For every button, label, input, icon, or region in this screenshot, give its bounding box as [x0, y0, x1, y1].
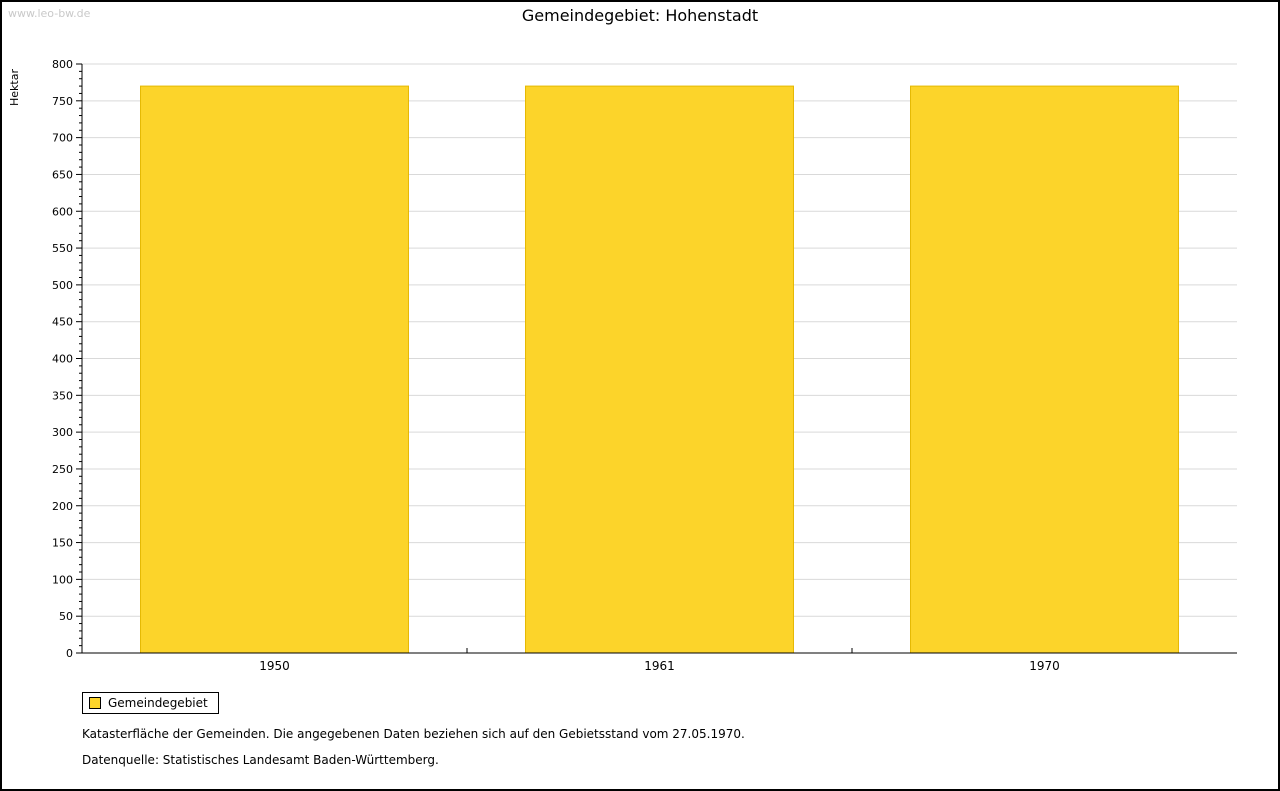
svg-text:200: 200 [52, 500, 73, 513]
svg-text:800: 800 [52, 58, 73, 71]
svg-text:150: 150 [52, 537, 73, 550]
svg-text:50: 50 [59, 610, 73, 623]
svg-text:1950: 1950 [259, 659, 290, 673]
svg-text:1961: 1961 [644, 659, 675, 673]
legend-label: Gemeindegebiet [108, 696, 208, 710]
svg-text:400: 400 [52, 353, 73, 366]
svg-text:450: 450 [52, 316, 73, 329]
svg-text:550: 550 [52, 242, 73, 255]
watermark-text: www.leo-bw.de [8, 7, 91, 20]
footnote-datenquelle: Datenquelle: Statistisches Landesamt Bad… [82, 753, 439, 767]
page-title: Gemeindegebiet: Hohenstadt [521, 6, 759, 25]
svg-text:750: 750 [52, 95, 73, 108]
svg-text:250: 250 [52, 463, 73, 476]
svg-text:600: 600 [52, 205, 73, 218]
svg-text:0: 0 [66, 647, 73, 660]
legend: Gemeindegebiet [82, 692, 219, 714]
svg-text:1970: 1970 [1029, 659, 1060, 673]
svg-text:350: 350 [52, 389, 73, 402]
legend-swatch [89, 697, 101, 709]
svg-text:500: 500 [52, 279, 73, 292]
bar-chart: 1950 1961 1970 0 50 100 150 200 250 300 350 400 450 5… [52, 58, 1237, 673]
svg-text:100: 100 [52, 573, 73, 586]
footnote-katasterflaeche: Katasterfläche der Gemeinden. Die angege… [82, 727, 745, 741]
svg-text:700: 700 [52, 132, 73, 145]
svg-text:650: 650 [52, 168, 73, 181]
svg-text:300: 300 [52, 426, 73, 439]
